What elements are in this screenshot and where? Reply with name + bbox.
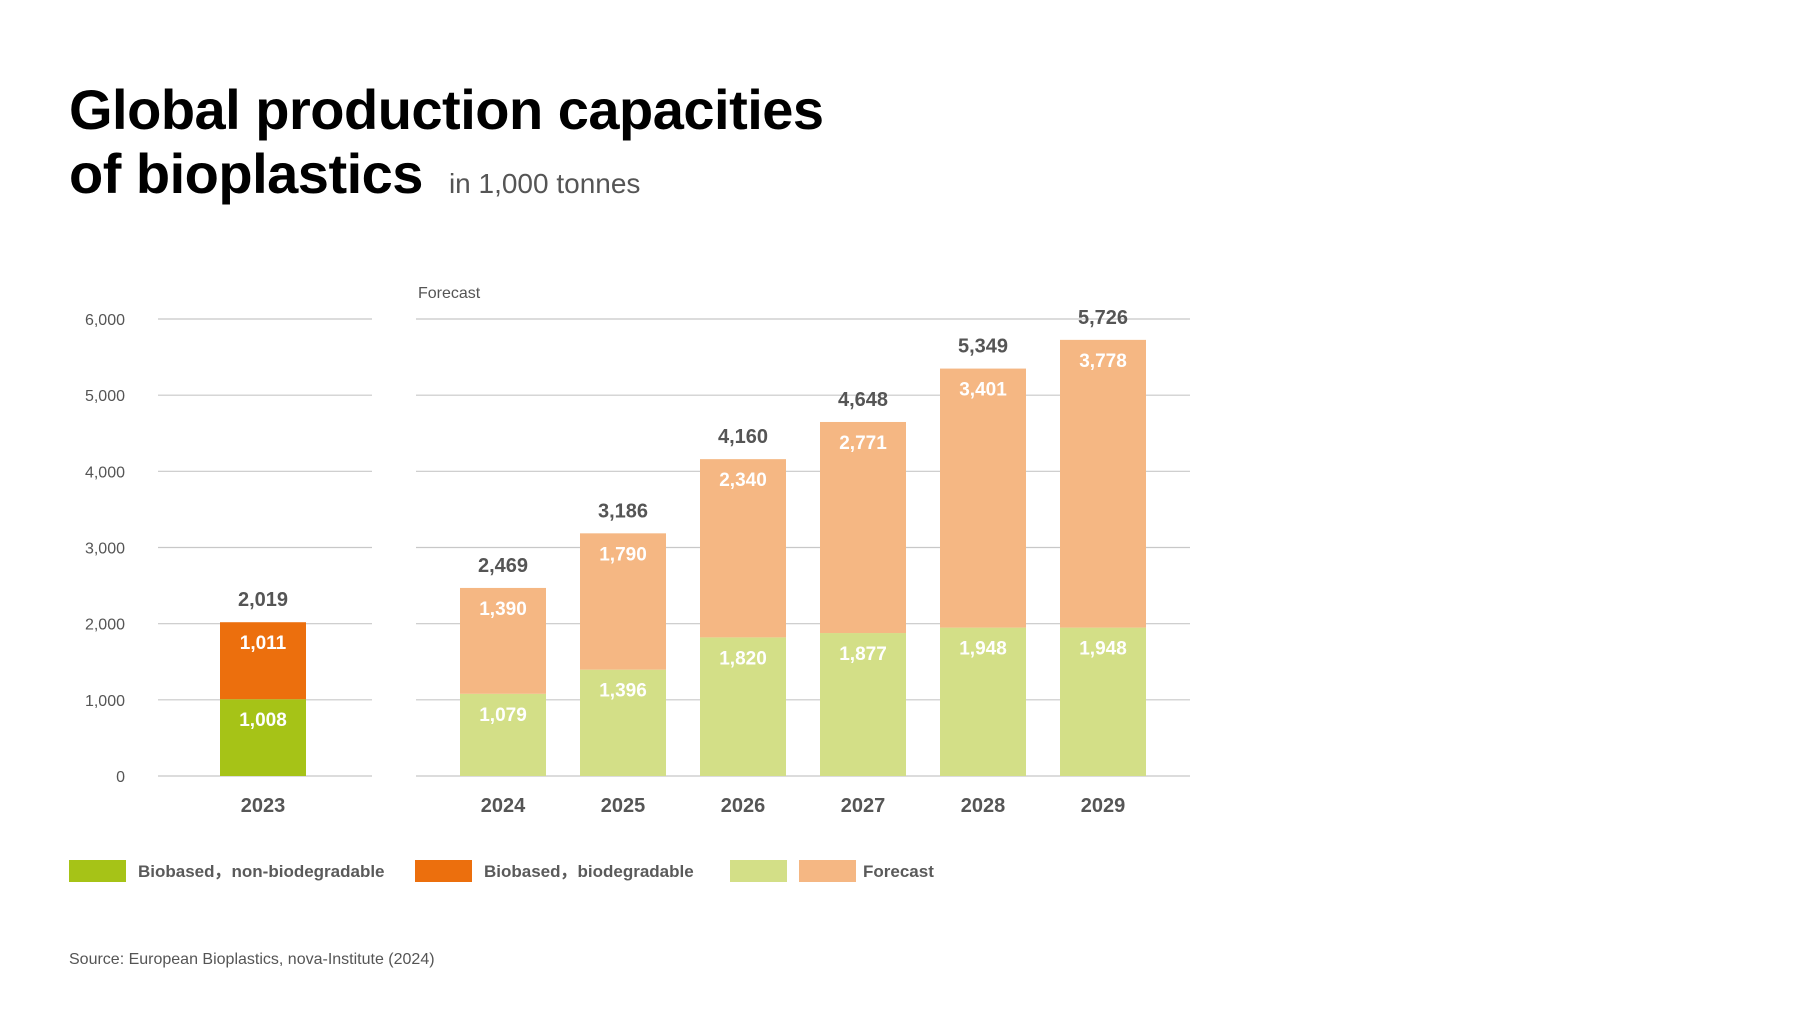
legend-swatch-forecast-green <box>730 860 787 882</box>
data-label-biodegradable-2028: 3,401 <box>959 380 1007 401</box>
x-tick-label-2029: 2029 <box>1081 795 1126 817</box>
data-label-biodegradable-2025: 1,790 <box>599 544 647 565</box>
data-label-biodegradable-2026: 2,340 <box>719 470 767 491</box>
x-tick-label-2025: 2025 <box>601 795 646 817</box>
total-label-2028: 5,349 <box>958 336 1008 358</box>
bar-non-biodegradable-2025 <box>580 669 666 776</box>
total-label-2024: 2,469 <box>478 555 528 577</box>
data-label-non-biodegradable-2025: 1,396 <box>599 681 647 702</box>
chart-title-line-2-text: of bioplastics <box>69 142 423 205</box>
bar-non-biodegradable-2024 <box>460 693 546 776</box>
data-label-non-biodegradable-2029: 1,948 <box>1079 639 1127 660</box>
data-label-non-biodegradable-2028: 1,948 <box>959 639 1007 660</box>
legend-label-forecast: Forecast <box>863 862 934 881</box>
y-tick-label-3000: 3,000 <box>85 541 125 558</box>
bar-biodegradable-2023 <box>220 622 306 700</box>
bar-non-biodegradable-2023 <box>220 699 306 776</box>
chart-title-line-1: Global production capacities <box>69 78 824 141</box>
bar-non-biodegradable-2029 <box>1060 627 1146 776</box>
source-note: Source: European Bioplastics, nova-Insti… <box>69 951 435 968</box>
data-label-non-biodegradable-2026: 1,820 <box>719 648 767 669</box>
y-tick-label-2000: 2,000 <box>85 617 125 634</box>
data-label-biodegradable-2027: 2,771 <box>839 433 887 454</box>
data-label-biodegradable-2024: 1,390 <box>479 599 527 620</box>
bar-biodegradable-2028 <box>940 368 1026 628</box>
chart-title-line-2: of bioplastics in 1,000 tonnes <box>69 142 824 216</box>
chart-title: Global production capacities of bioplast… <box>69 78 824 216</box>
chart-subtitle-unit: in 1,000 tonnes <box>448 168 641 199</box>
bar-non-biodegradable-2028 <box>940 627 1026 776</box>
legend-label-non-biodegradable: Biobased，non-biodegradable <box>138 862 385 881</box>
y-tick-label-5000: 5,000 <box>85 388 125 405</box>
data-label-non-biodegradable-2027: 1,877 <box>839 644 887 665</box>
forecast-annotation: Forecast <box>418 285 481 302</box>
x-tick-label-2023: 2023 <box>241 795 286 817</box>
data-label-biodegradable-2029: 3,778 <box>1079 351 1127 372</box>
legend-swatch-forecast-orange <box>799 860 856 882</box>
total-label-2025: 3,186 <box>598 500 648 522</box>
bar-biodegradable-2024 <box>460 587 546 694</box>
total-label-2026: 4,160 <box>718 426 768 448</box>
data-label-biodegradable-2023: 1,011 <box>240 633 287 654</box>
total-label-2027: 4,648 <box>838 389 888 411</box>
x-tick-label-2027: 2027 <box>841 795 886 817</box>
bar-biodegradable-2025 <box>580 533 666 670</box>
total-label-2029: 5,726 <box>1078 307 1128 329</box>
data-label-non-biodegradable-2024: 1,079 <box>479 705 527 726</box>
x-tick-label-2026: 2026 <box>721 795 766 817</box>
legend-swatch-biodegradable <box>415 860 472 882</box>
bar-biodegradable-2027 <box>820 421 906 634</box>
x-tick-label-2028: 2028 <box>961 795 1006 817</box>
y-tick-label-4000: 4,000 <box>85 464 125 481</box>
bar-non-biodegradable-2027 <box>820 633 906 776</box>
bar-biodegradable-2026 <box>700 459 786 638</box>
legend-label-biodegradable: Biobased，biodegradable <box>484 862 694 881</box>
total-label-2023: 2,019 <box>238 589 288 611</box>
data-label-non-biodegradable-2023: 1,008 <box>239 710 287 731</box>
y-tick-label-1000: 1,000 <box>85 693 125 710</box>
bar-non-biodegradable-2026 <box>700 637 786 776</box>
x-tick-label-2024: 2024 <box>481 795 526 817</box>
legend-swatch-non-biodegradable <box>69 860 126 882</box>
bar-biodegradable-2029 <box>1060 339 1146 628</box>
y-tick-label-0: 0 <box>116 769 125 786</box>
y-tick-label-6000: 6,000 <box>85 312 125 329</box>
